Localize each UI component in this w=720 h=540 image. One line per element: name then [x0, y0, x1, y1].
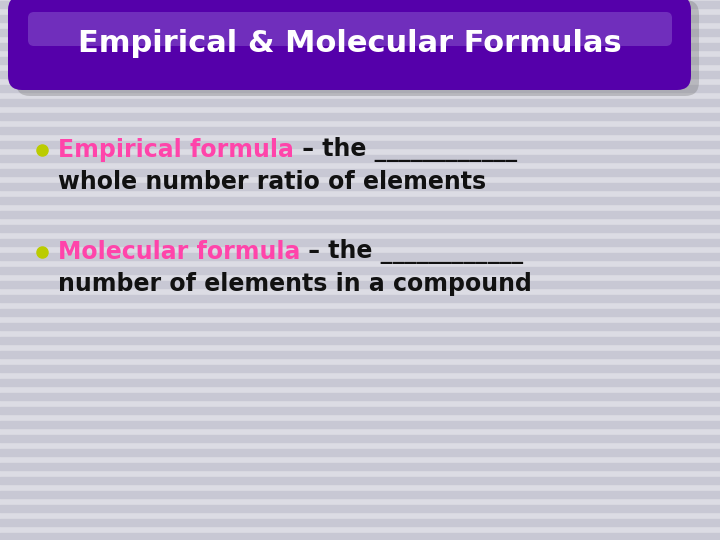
Bar	[0, 29, 720, 36]
Text: – the ____________: – the ____________	[300, 240, 523, 265]
Bar	[0, 1, 720, 8]
Bar	[0, 85, 720, 92]
Text: – the ____________: – the ____________	[294, 138, 517, 163]
Bar	[0, 393, 720, 400]
Bar	[0, 211, 720, 218]
Bar	[0, 267, 720, 274]
FancyBboxPatch shape	[16, 0, 699, 96]
Bar	[0, 113, 720, 120]
Bar	[0, 99, 720, 106]
Bar	[0, 533, 720, 540]
Bar	[0, 141, 720, 148]
Bar	[0, 309, 720, 316]
Text: number of elements in a compound: number of elements in a compound	[58, 272, 532, 296]
Bar	[0, 127, 720, 134]
Text: Empirical & Molecular Formulas: Empirical & Molecular Formulas	[78, 29, 622, 57]
Bar	[0, 449, 720, 456]
Bar	[0, 57, 720, 64]
Bar	[0, 155, 720, 162]
Bar	[0, 463, 720, 470]
Bar	[0, 491, 720, 498]
Bar	[0, 379, 720, 386]
Bar	[0, 183, 720, 190]
Bar	[0, 295, 720, 302]
Bar	[0, 71, 720, 78]
Bar	[0, 169, 720, 176]
Text: Molecular formula: Molecular formula	[58, 240, 300, 264]
Bar	[0, 225, 720, 232]
FancyBboxPatch shape	[8, 0, 691, 90]
Bar	[0, 239, 720, 246]
Bar	[0, 365, 720, 372]
Bar	[0, 253, 720, 260]
Bar	[0, 477, 720, 484]
Bar	[0, 351, 720, 358]
Bar	[0, 43, 720, 50]
Bar	[0, 407, 720, 414]
Bar	[0, 281, 720, 288]
Bar	[0, 337, 720, 344]
FancyBboxPatch shape	[28, 12, 672, 46]
Bar	[0, 421, 720, 428]
Bar	[0, 197, 720, 204]
Bar	[0, 505, 720, 512]
Bar	[0, 435, 720, 442]
Text: whole number ratio of elements: whole number ratio of elements	[58, 170, 486, 194]
Bar	[0, 15, 720, 22]
Text: Empirical formula: Empirical formula	[58, 138, 294, 162]
Bar	[0, 323, 720, 330]
Bar	[0, 519, 720, 526]
